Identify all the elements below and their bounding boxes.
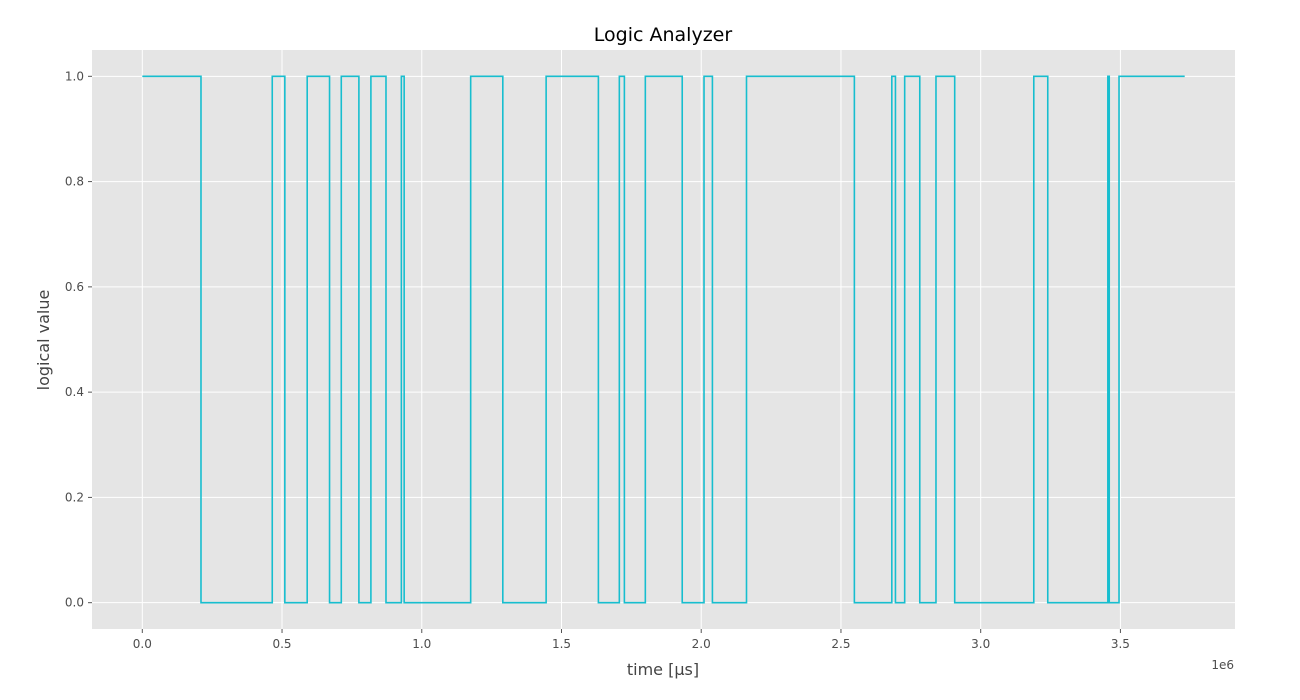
y-tick-label: 0.6 bbox=[65, 280, 84, 294]
x-tick-label: 1.5 bbox=[552, 637, 571, 651]
plot-area bbox=[92, 50, 1235, 629]
series-line bbox=[142, 75, 1185, 604]
x-tick-label: 3.0 bbox=[971, 637, 990, 651]
x-axis-offset-label: 1e6 bbox=[1211, 658, 1234, 672]
x-tick-label: 0.0 bbox=[133, 637, 152, 651]
y-tick-label: 0.4 bbox=[65, 385, 84, 399]
y-tick-label: 0.8 bbox=[65, 175, 84, 189]
y-tick-label: 0.0 bbox=[65, 596, 84, 610]
x-tick-label: 2.0 bbox=[692, 637, 711, 651]
y-axis-title: logical value bbox=[34, 290, 53, 391]
x-tick-label: 3.5 bbox=[1111, 637, 1130, 651]
x-tick-label: 1.0 bbox=[412, 637, 431, 651]
y-axis-ticks: 0.0 0.2 0.4 0.6 0.8 1.0 bbox=[65, 69, 92, 610]
x-tick-label: 0.5 bbox=[272, 637, 291, 651]
x-axis-title: time [μs] bbox=[627, 660, 699, 679]
chart-title: Logic Analyzer bbox=[594, 24, 733, 46]
x-tick-label: 2.5 bbox=[831, 637, 850, 651]
y-tick-label: 0.2 bbox=[65, 490, 84, 504]
y-tick-label: 1.0 bbox=[65, 69, 84, 83]
x-axis-ticks: 0.0 0.5 1.0 1.5 2.0 2.5 3.0 3.5 bbox=[133, 629, 1130, 651]
